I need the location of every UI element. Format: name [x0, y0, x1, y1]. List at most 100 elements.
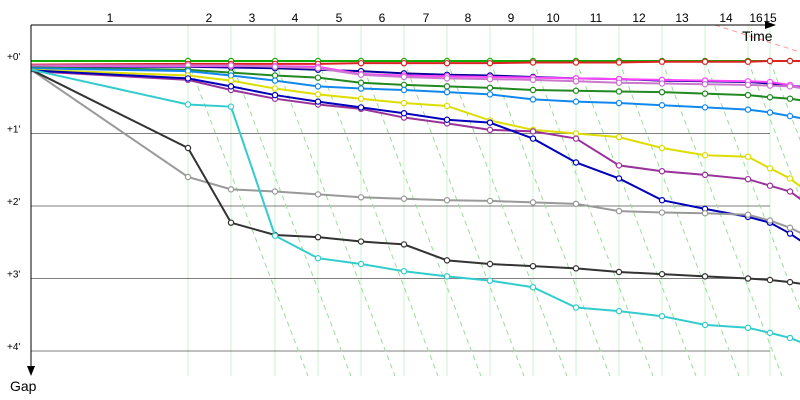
data-point: [357, 59, 365, 67]
data-point: [314, 98, 322, 105]
data-point: [486, 126, 494, 134]
data-point: [314, 255, 322, 262]
data-point: [701, 273, 709, 280]
data-point: [400, 73, 408, 81]
diag-guide-line: [274, 60, 396, 377]
data-point: [786, 230, 794, 237]
data-point: [227, 219, 235, 226]
data-point: [357, 104, 365, 111]
data-point: [615, 88, 623, 95]
data-point: [271, 63, 279, 71]
data-point: [443, 88, 451, 96]
data-point: [227, 83, 235, 90]
data-point: [357, 260, 365, 268]
series-line: [30, 67, 800, 120]
data-point: [572, 135, 580, 142]
x-tick-label: 6: [379, 11, 386, 25]
data-point: [443, 102, 451, 110]
x-tick-label: 12: [632, 11, 646, 25]
diag-guide-line: [360, 60, 482, 377]
data-point: [658, 209, 666, 216]
x-tick-label: 10: [546, 11, 560, 25]
data-point: [615, 59, 623, 66]
data-point: [529, 199, 537, 206]
data-point: [701, 171, 709, 179]
data-point: [786, 57, 794, 65]
data-point: [271, 72, 279, 79]
diag-guide-line: [661, 60, 783, 377]
data-point: [529, 135, 537, 142]
x-tick-label: 11: [590, 11, 603, 25]
data-point: [786, 95, 794, 102]
data-point: [744, 91, 752, 99]
x-tick-label: 5: [336, 11, 343, 25]
data-point: [357, 194, 365, 201]
data-point: [744, 175, 752, 183]
data-point: [766, 182, 774, 189]
x-tick-label: 4: [292, 11, 299, 25]
data-point: [486, 84, 494, 92]
diag-guide-line: [489, 60, 611, 377]
data-point: [572, 265, 580, 272]
data-point: [786, 83, 794, 90]
data-point: [786, 224, 794, 231]
data-point: [357, 85, 365, 92]
series-8: [30, 68, 800, 188]
data-point: [486, 119, 494, 126]
data-point: [766, 94, 774, 101]
data-point: [766, 109, 774, 116]
data-point: [615, 99, 623, 107]
data-point: [443, 273, 451, 280]
data-point: [357, 71, 365, 78]
data-point: [658, 80, 666, 87]
series-11: [30, 68, 800, 234]
diag-guide-line: [618, 60, 740, 377]
data-point: [744, 153, 752, 160]
data-point: [271, 85, 279, 92]
series-12: [30, 68, 800, 286]
data-point: [271, 77, 279, 84]
data-point: [572, 159, 580, 166]
data-point: [486, 260, 494, 268]
data-point: [786, 278, 794, 286]
data-point: [184, 144, 192, 152]
data-point: [572, 130, 580, 137]
data-point: [766, 82, 774, 89]
data-point: [572, 59, 580, 66]
data-point: [658, 270, 666, 278]
data-point: [572, 98, 580, 105]
series-line: [30, 66, 800, 102]
x-tick-label: 15: [763, 11, 777, 25]
data-point: [486, 197, 494, 205]
data-point: [744, 324, 752, 331]
data-point: [744, 58, 752, 65]
data-point: [786, 175, 794, 182]
data-point: [529, 284, 537, 291]
data-point: [572, 304, 580, 311]
data-point: [400, 59, 408, 67]
data-point: [271, 232, 279, 239]
data-point: [400, 195, 408, 202]
data-point: [357, 95, 365, 102]
series-line: [31, 64, 800, 89]
data-point: [271, 188, 279, 195]
y-tick-label: +0': [7, 52, 20, 63]
x-tick-label: 16: [749, 11, 763, 25]
data-point: [486, 91, 494, 98]
diag-guide-line: [769, 60, 800, 142]
data-point: [615, 133, 623, 141]
data-point: [443, 83, 451, 90]
data-point: [615, 307, 623, 315]
data-point: [744, 275, 752, 282]
tick-labels: +0'+1'+2'+3'+4'1 2 3 4 5 6 7 8 9 10 11 12 13 14 16 15: [7, 11, 777, 353]
data-point: [658, 167, 666, 175]
data-point: [701, 210, 709, 217]
data-point: [357, 79, 365, 86]
series-10: [30, 69, 800, 242]
data-point: [227, 103, 235, 110]
series-13: [30, 68, 800, 343]
diag-guide-line: [575, 60, 697, 377]
data-point: [314, 74, 322, 81]
data-point: [227, 186, 235, 193]
